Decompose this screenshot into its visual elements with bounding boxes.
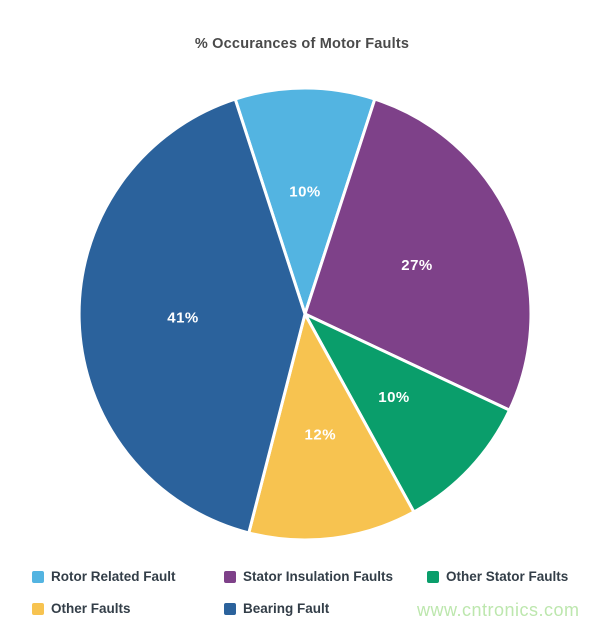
slice-value-label: 12% [305,427,337,444]
chart-title: % Occurances of Motor Faults [194,36,410,52]
pie-slice-stator-insulation-faults [303,97,533,412]
legend-item-rotor-related-fault: Rotor Related Fault [32,570,176,584]
legend-swatch-rotor-related-fault [32,571,44,583]
slice-value-label: 10% [378,389,410,406]
slice-value-label: 10% [289,184,321,201]
legend-label: Other Stator Faults [446,569,569,584]
watermark: www.cntronics.com [417,600,580,620]
legend-item-other-faults: Other Faults [32,602,131,616]
slice-value-label: 41% [167,309,199,326]
legend-item-other-stator-faults: Other Stator Faults [427,570,568,584]
pie-slice-other-stator-faults [303,312,511,514]
legend-swatch-stator-insulation-faults [224,571,236,583]
legend-swatch-bearing-fault [224,603,236,615]
legend-label: Bearing Fault [243,601,330,616]
legend-item-bearing-fault: Bearing Fault [224,602,329,616]
legend-label: Other Faults [51,601,131,616]
pie-slice-bearing-fault [77,97,307,535]
legend-swatch-other-faults [32,603,44,615]
pie-slice-rotor-related-fault [233,86,377,316]
legend-label: Stator Insulation Faults [243,569,394,584]
slice-value-label: 27% [401,257,433,274]
legend-label: Rotor Related Fault [51,569,176,584]
legend-item-stator-insulation-faults: Stator Insulation Faults [224,570,393,584]
legend-swatch-other-stator-faults [427,571,439,583]
pie-slice-other-faults [247,312,416,542]
